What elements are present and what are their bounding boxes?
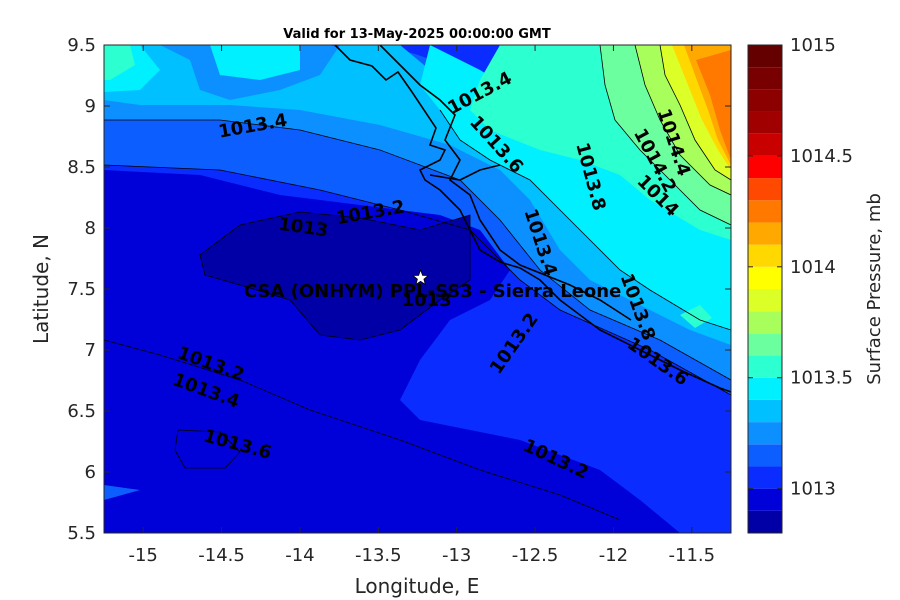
y-tick-label: 8.5	[67, 157, 96, 178]
field-1013-4	[104, 45, 731, 380]
colorbar-tick-label: 1015	[790, 35, 836, 56]
y-tick-label: 7.5	[67, 279, 96, 300]
field-1013-7-spot	[680, 305, 712, 328]
station-star-icon	[411, 268, 430, 286]
colorbar-band	[748, 289, 782, 312]
pressure-field	[104, 45, 731, 533]
y-axis: 5.5 6 6.5 7 7.5 8 8.5 9 9.5	[67, 35, 731, 544]
colorbar-band	[748, 222, 782, 245]
station-value-label: 1013	[402, 290, 452, 311]
colorbar-tick-label: 1013	[790, 479, 836, 500]
x-tick-label: -14.5	[198, 545, 245, 566]
x-tick-label: -11.5	[669, 545, 716, 566]
contour-1013-0	[199, 211, 471, 341]
colorbar-band	[748, 266, 782, 289]
colorbar-frame	[747, 44, 783, 534]
contour-1014-2	[659, 45, 731, 181]
contour-1013-4	[104, 119, 731, 381]
colorbar-band	[748, 89, 782, 112]
colorbar-tick-label: 1014.5	[790, 146, 853, 167]
colorbar-band	[748, 45, 782, 68]
colorbar-band	[748, 488, 782, 511]
colorbar-band	[748, 333, 782, 356]
colorbar-band	[748, 422, 782, 445]
field-1013-0	[200, 212, 470, 340]
colorbar-band	[748, 111, 782, 134]
coastline	[334, 45, 731, 393]
colorbar-band	[748, 178, 782, 201]
contour-1014-0	[634, 45, 731, 196]
contour-1013-6	[439, 109, 731, 331]
contour-1013-8	[599, 45, 731, 226]
y-tick-label: 9.5	[67, 35, 96, 56]
x-tick-label: -13	[442, 545, 471, 566]
x-axis-label: Longitude, E	[355, 574, 480, 598]
border-east	[379, 45, 632, 321]
x-axis: -15 -14.5 -14 -13.5 -13 -12.5 -12 -11.5	[128, 45, 715, 566]
x-tick-label: -15	[128, 545, 157, 566]
colorbar: 1013 1013.5 1014 1014.5 1015	[747, 35, 853, 534]
y-tick-label: 9	[85, 96, 96, 117]
colorbar-tick-label: 1013.5	[790, 368, 853, 389]
x-tick-label: -12	[599, 545, 628, 566]
field-1013-3-north	[104, 45, 731, 395]
coastline-west	[334, 45, 731, 393]
colorbar-band	[748, 466, 782, 489]
colorbar-band	[748, 67, 782, 90]
x-tick-label: -13.5	[355, 545, 402, 566]
chart-title: Valid for 13-May-2025 00:00:00 GMT	[283, 27, 551, 42]
field-1014-2	[660, 45, 731, 180]
y-tick-label: 7	[85, 340, 96, 361]
station-name-label: CSA (ONHYM) PPL-SS3 - Sierra Leone	[244, 281, 621, 302]
colorbar-band	[748, 399, 782, 423]
field-1013-7	[470, 45, 731, 240]
estuary	[429, 164, 501, 181]
colorbar-band	[748, 155, 782, 179]
field-1013-6-nw	[210, 45, 300, 80]
colorbar-label: Surface Pressure, mb	[864, 193, 885, 385]
colorbar-band	[748, 355, 782, 378]
y-axis-label: Latitude, N	[29, 234, 53, 344]
colorbar-band	[748, 311, 782, 334]
field-1013-8	[600, 45, 731, 225]
contour-1013-6-sw	[174, 429, 241, 469]
field-1014-5	[696, 50, 731, 160]
x-tick-label: -12.5	[512, 545, 559, 566]
colorbar-band	[748, 244, 782, 267]
y-tick-label: 6.5	[67, 401, 96, 422]
colorbar-band	[748, 377, 782, 400]
colorbar-tick-label: 1014	[790, 257, 836, 278]
y-tick-label: 8	[85, 218, 96, 239]
contour-1013-2-south	[104, 339, 621, 521]
colorbar-band	[748, 510, 782, 533]
colorbar-band	[748, 444, 782, 467]
y-tick-label: 6	[85, 462, 96, 483]
field-1013-7-nw	[104, 45, 135, 80]
colorbar-band	[748, 200, 782, 223]
y-tick-label: 5.5	[67, 523, 96, 544]
x-tick-label: -14	[285, 545, 314, 566]
colorbar-band	[748, 133, 782, 156]
